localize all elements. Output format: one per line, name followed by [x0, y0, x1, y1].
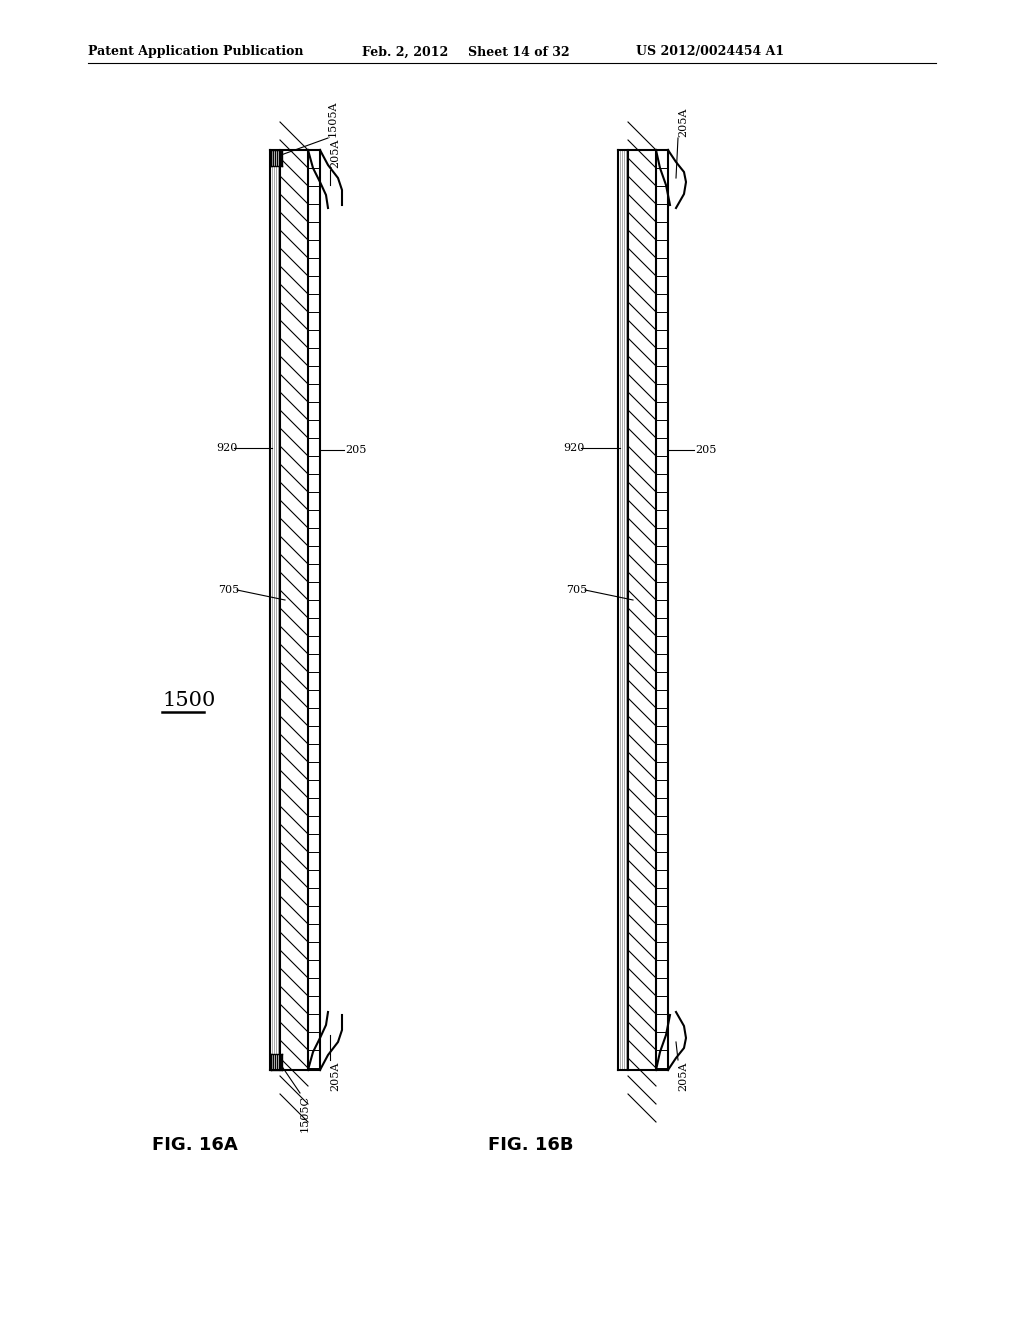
Text: 205: 205 [345, 445, 367, 455]
Text: 205A: 205A [678, 1063, 688, 1092]
Text: 1505A: 1505A [328, 100, 338, 137]
Text: 920: 920 [216, 444, 238, 453]
Text: FIG. 16A: FIG. 16A [152, 1137, 238, 1154]
Text: 705: 705 [566, 585, 587, 595]
Text: Sheet 14 of 32: Sheet 14 of 32 [468, 45, 569, 58]
Text: 205: 205 [695, 445, 717, 455]
Text: Feb. 2, 2012: Feb. 2, 2012 [362, 45, 449, 58]
Text: 1505C: 1505C [300, 1096, 310, 1133]
Text: 205A: 205A [330, 139, 340, 168]
Text: 205A: 205A [330, 1063, 340, 1092]
Text: Patent Application Publication: Patent Application Publication [88, 45, 303, 58]
Text: 1500: 1500 [162, 690, 215, 710]
Text: FIG. 16B: FIG. 16B [488, 1137, 573, 1154]
Text: 705: 705 [218, 585, 240, 595]
Text: 205A: 205A [678, 108, 688, 137]
Text: 920: 920 [563, 444, 585, 453]
Text: US 2012/0024454 A1: US 2012/0024454 A1 [636, 45, 784, 58]
